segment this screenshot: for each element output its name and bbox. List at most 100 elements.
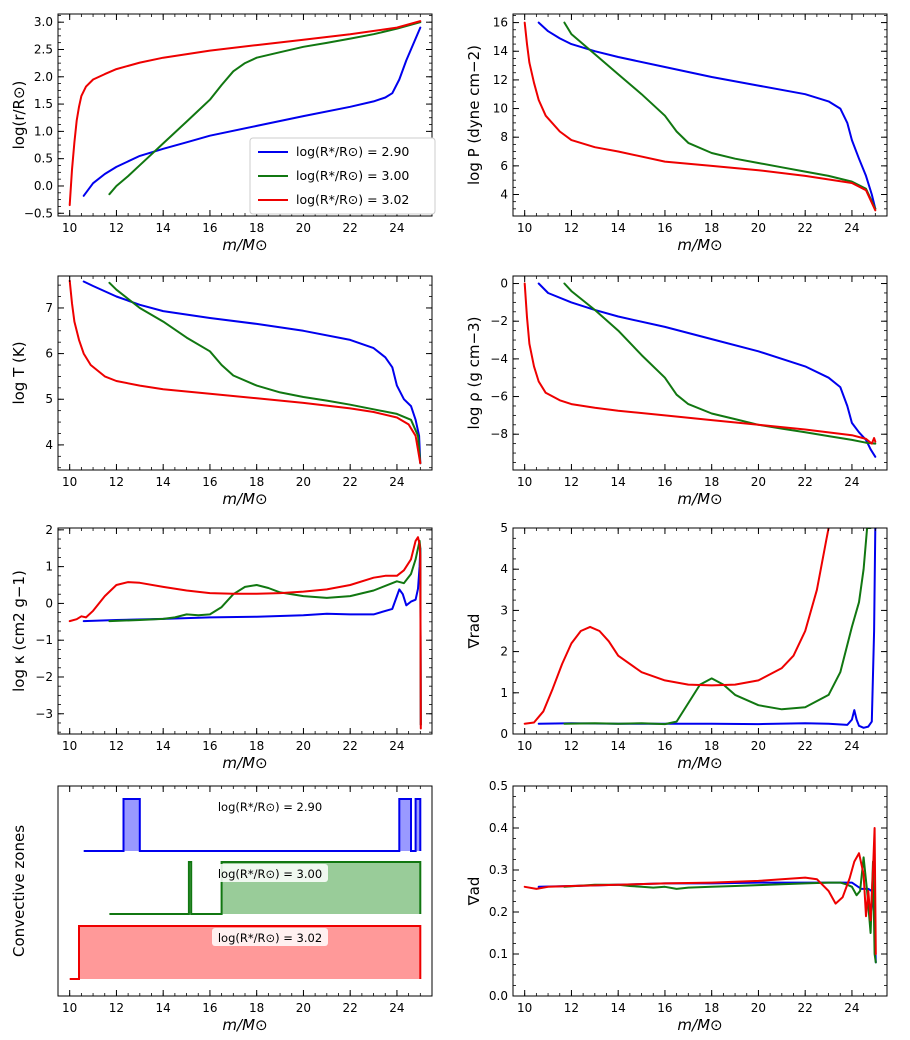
y-tick-label: −8 bbox=[490, 427, 508, 441]
panel-pressure: 10 12 14 16 18 20 22 24 4 6 8 10 12 14 16 m/M⊙ log P (dy… bbox=[465, 13, 888, 254]
legend-entry: log(R*/R⊙) = 2.90 bbox=[296, 144, 409, 159]
y-tick-label: 1 bbox=[500, 686, 508, 700]
y-tick-label: 0.3 bbox=[489, 863, 508, 877]
x-tick-label: 24 bbox=[389, 221, 404, 235]
x-tick-label: 12 bbox=[564, 1001, 579, 1015]
y-tick-label: 0.5 bbox=[34, 152, 53, 166]
panel-convective_zones: log(R*/R⊙) = 2.90 log(R*/R⊙) = 3.00 log(R*… bbox=[10, 785, 433, 1034]
x-tick-label: 10 bbox=[62, 221, 77, 235]
x-axis-label: m/M⊙ bbox=[222, 236, 267, 254]
y-tick-label: 8 bbox=[500, 130, 508, 144]
y-tick-label: −4 bbox=[490, 352, 508, 366]
x-tick-label: 10 bbox=[62, 1001, 77, 1015]
series-line-2 bbox=[68, 279, 422, 465]
y-axis-label: ∇rad bbox=[465, 614, 483, 650]
series-line-2 bbox=[68, 20, 422, 207]
x-tick-label: 22 bbox=[798, 1001, 813, 1015]
plot-frame bbox=[57, 275, 433, 471]
x-tick-label: 22 bbox=[343, 739, 358, 753]
zone-label: log(R*/R⊙) = 3.02 bbox=[218, 931, 322, 945]
y-tick-label: 1.5 bbox=[34, 97, 53, 111]
plot-frame bbox=[512, 13, 888, 217]
x-axis-label: m/M⊙ bbox=[677, 490, 722, 508]
x-tick-label: 12 bbox=[109, 1001, 124, 1015]
y-tick-label: 0.5 bbox=[489, 779, 508, 793]
y-tick-label: −1 bbox=[35, 633, 53, 647]
x-tick-label: 10 bbox=[517, 739, 532, 753]
series-line-0 bbox=[82, 26, 422, 197]
convective-zone-fill bbox=[415, 799, 421, 851]
convective-zone-fill bbox=[123, 799, 140, 851]
y-tick-label: 4 bbox=[500, 562, 508, 576]
x-axis-label: m/M⊙ bbox=[222, 1016, 267, 1034]
y-tick-label: 0 bbox=[45, 596, 53, 610]
zone-label-box bbox=[212, 797, 328, 815]
plot-frame bbox=[512, 527, 888, 735]
series-line-0 bbox=[537, 21, 877, 210]
x-tick-label: 20 bbox=[751, 739, 766, 753]
x-tick-label: 10 bbox=[62, 475, 77, 489]
x-tick-label: 18 bbox=[249, 739, 264, 753]
series-line-1 bbox=[108, 281, 422, 465]
y-tick-label: 1 bbox=[45, 560, 53, 574]
series-line-2 bbox=[523, 21, 877, 212]
x-tick-label: 24 bbox=[389, 475, 404, 489]
plot-frame bbox=[57, 527, 433, 735]
series-line-2 bbox=[523, 528, 830, 725]
x-tick-label: 20 bbox=[751, 475, 766, 489]
x-tick-label: 24 bbox=[844, 475, 859, 489]
x-axis-label: m/M⊙ bbox=[222, 490, 267, 508]
x-tick-label: 18 bbox=[704, 739, 719, 753]
legend-entry: log(R*/R⊙) = 3.02 bbox=[296, 192, 409, 207]
y-tick-label: 4 bbox=[500, 188, 508, 202]
x-tick-label: 16 bbox=[657, 739, 672, 753]
x-tick-label: 22 bbox=[798, 221, 813, 235]
x-tick-label: 24 bbox=[844, 1001, 859, 1015]
y-tick-label: 5 bbox=[45, 392, 53, 406]
x-tick-label: 20 bbox=[751, 1001, 766, 1015]
series-line-2 bbox=[523, 282, 877, 445]
x-tick-label: 22 bbox=[343, 221, 358, 235]
x-tick-label: 14 bbox=[156, 475, 171, 489]
series-line-2 bbox=[68, 536, 422, 730]
x-tick-label: 10 bbox=[517, 475, 532, 489]
y-axis-label: Convective zones bbox=[10, 825, 28, 957]
x-tick-label: 12 bbox=[109, 221, 124, 235]
x-tick-label: 16 bbox=[202, 475, 217, 489]
x-tick-label: 10 bbox=[517, 221, 532, 235]
x-tick-label: 20 bbox=[751, 221, 766, 235]
convective-zone-fill bbox=[188, 862, 192, 914]
x-tick-label: 14 bbox=[611, 221, 626, 235]
x-tick-label: 14 bbox=[156, 1001, 171, 1015]
y-axis-label: ∇ad bbox=[465, 877, 483, 907]
x-tick-label: 20 bbox=[296, 739, 311, 753]
x-axis-label: m/M⊙ bbox=[677, 1016, 722, 1034]
x-tick-label: 22 bbox=[798, 475, 813, 489]
zone-label-box bbox=[212, 864, 328, 882]
legend: log(R*/R⊙) = 2.90 log(R*/R⊙) = 3.00 log(R*… bbox=[249, 137, 436, 215]
y-tick-label: 0.0 bbox=[34, 179, 53, 193]
legend-box bbox=[249, 137, 436, 215]
x-tick-label: 16 bbox=[202, 739, 217, 753]
y-tick-label: 6 bbox=[45, 347, 53, 361]
x-tick-label: 16 bbox=[202, 1001, 217, 1015]
y-tick-label: 3 bbox=[500, 603, 508, 617]
x-tick-label: 12 bbox=[109, 475, 124, 489]
x-tick-label: 14 bbox=[611, 475, 626, 489]
y-tick-label: 6 bbox=[500, 159, 508, 173]
x-tick-label: 12 bbox=[564, 475, 579, 489]
plot-frame bbox=[512, 785, 888, 997]
y-tick-label: 2.0 bbox=[34, 70, 53, 84]
plot-frame bbox=[512, 275, 888, 471]
x-axis-label: m/M⊙ bbox=[222, 754, 267, 772]
x-tick-label: 18 bbox=[704, 1001, 719, 1015]
zone-label-box bbox=[212, 928, 328, 946]
x-tick-label: 20 bbox=[296, 475, 311, 489]
y-tick-label: 2 bbox=[500, 645, 508, 659]
x-tick-label: 22 bbox=[343, 1001, 358, 1015]
x-tick-label: 18 bbox=[704, 221, 719, 235]
y-tick-label: 4 bbox=[45, 438, 53, 452]
y-axis-label: log κ (cm2 g−1) bbox=[10, 570, 28, 692]
y-tick-label: 0 bbox=[500, 277, 508, 291]
